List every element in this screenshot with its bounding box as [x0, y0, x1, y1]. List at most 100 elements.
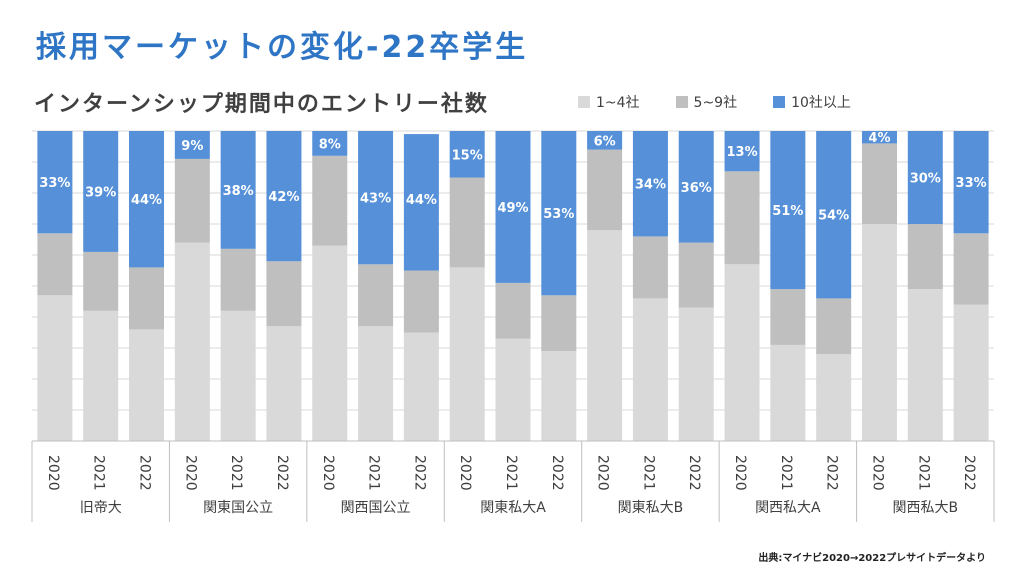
- bar-segment-2: [678, 242, 714, 308]
- x-tick-label: 2020: [869, 455, 885, 491]
- bar-segment-1: [861, 224, 897, 441]
- x-tick-label: 2022: [549, 455, 565, 491]
- bar-segment-3: [83, 131, 119, 252]
- bar-segment-3: [907, 131, 943, 224]
- legend-item-1-4: 1~4社: [578, 92, 640, 112]
- bar-segment-2: [358, 264, 394, 327]
- bar-segment-1: [83, 310, 119, 441]
- x-tick-label: 2021: [778, 455, 794, 491]
- data-label: 33%: [956, 176, 987, 191]
- x-tick-label: 2021: [640, 455, 656, 491]
- data-label: 33%: [39, 176, 70, 191]
- bar-segment-3: [358, 131, 394, 265]
- bar-segment-3: [632, 131, 668, 237]
- bar-segment-3: [174, 131, 210, 159]
- x-tick-label: 2021: [91, 455, 107, 491]
- bar-segment-2: [449, 177, 485, 268]
- legend-label-10-plus: 10社以上: [791, 95, 851, 111]
- bar-segment-3: [770, 131, 806, 290]
- x-tick-label: 2020: [45, 455, 61, 491]
- group-label: 旧帝大: [80, 500, 122, 516]
- bar-segment-1: [541, 351, 577, 441]
- x-tick-label: 2022: [137, 455, 153, 491]
- bar-segment-2: [907, 224, 943, 290]
- legend-item-10-plus: 10社以上: [773, 92, 851, 112]
- bar-segment-1: [953, 304, 989, 441]
- bar-segment-3: [495, 131, 531, 283]
- data-label: 8%: [319, 137, 341, 152]
- bar-segment-3: [266, 131, 302, 262]
- x-tick-label: 2020: [732, 455, 748, 491]
- legend-swatch-1-4: [578, 96, 590, 108]
- data-label: 43%: [360, 192, 391, 207]
- group-label: 関西私大B: [892, 500, 958, 516]
- legend-swatch-5-9: [675, 96, 688, 108]
- bar-segment-2: [541, 295, 577, 352]
- group-label: 関東私大A: [480, 500, 546, 516]
- bar-segment-2: [632, 236, 668, 299]
- chart-legend: 1~4社 5~9社 10社以上: [578, 92, 887, 112]
- group-label: 関西国公立: [341, 500, 411, 516]
- data-label: 4%: [868, 131, 890, 146]
- bar-segment-1: [816, 354, 852, 441]
- bar-segment-3: [816, 131, 852, 299]
- bar-segment-3: [449, 131, 485, 178]
- data-label: 38%: [223, 184, 254, 199]
- bar-segment-1: [678, 307, 714, 441]
- source-note: 出典:マイナビ2020→2022プレサイトデータより: [758, 553, 986, 564]
- data-label: 15%: [452, 148, 483, 163]
- bar-segment-2: [770, 289, 806, 345]
- x-tick-label: 2021: [503, 455, 519, 491]
- bar-segment-1: [37, 295, 73, 441]
- slide-title: 採用マーケットの変化-22卒学生: [36, 30, 529, 65]
- x-tick-label: 2020: [595, 455, 611, 491]
- bar-segment-1: [907, 289, 943, 441]
- bar-segment-1: [220, 310, 256, 441]
- bar-segment-2: [266, 261, 302, 327]
- bar-segment-2: [495, 282, 531, 339]
- x-tick-label: 2022: [274, 455, 290, 491]
- bar-segment-1: [770, 344, 806, 441]
- data-label: 36%: [681, 181, 712, 196]
- data-label: 39%: [85, 185, 116, 200]
- bar-segment-2: [861, 143, 897, 224]
- bar-segment-2: [37, 233, 73, 296]
- group-label: 関東私大B: [618, 500, 684, 516]
- data-label: 44%: [131, 193, 162, 208]
- legend-swatch-10-plus: [773, 96, 786, 108]
- bar-segment-1: [724, 264, 760, 441]
- bar-segment-2: [953, 233, 989, 305]
- bar-segment-3: [861, 131, 897, 144]
- bar-segment-2: [403, 270, 439, 333]
- x-tick-label: 2022: [686, 455, 702, 491]
- bar-segment-2: [816, 298, 852, 355]
- bar-segment-1: [403, 332, 439, 441]
- bar-segment-3: [953, 131, 989, 234]
- x-tick-label: 2022: [961, 455, 977, 491]
- x-tick-label: 2022: [824, 455, 840, 491]
- bar-segment-3: [724, 131, 760, 172]
- bar-segment-1: [358, 326, 394, 441]
- bar-segment-3: [312, 131, 348, 156]
- chart-title: インターンシップ期間中のエントリー社数: [34, 92, 489, 117]
- data-label: 53%: [543, 207, 574, 222]
- bar-segment-3: [37, 131, 73, 234]
- bar-segment-2: [312, 155, 348, 246]
- bar-segment-1: [312, 245, 348, 441]
- group-label: 関西私大A: [755, 500, 821, 516]
- data-label: 34%: [635, 178, 666, 193]
- bar-segment-1: [495, 338, 531, 441]
- bar-segment-3: [587, 131, 623, 150]
- x-tick-label: 2021: [366, 455, 382, 491]
- bar-segment-3: [541, 131, 577, 296]
- x-tick-label: 2021: [228, 455, 244, 491]
- legend-label-1-4: 1~4社: [596, 95, 640, 111]
- x-tick-label: 2020: [457, 455, 473, 491]
- bar-segment-2: [724, 171, 760, 265]
- x-tick-label: 2020: [182, 455, 198, 491]
- bar-segment-1: [129, 329, 165, 441]
- legend-label-5-9: 5~9社: [693, 95, 738, 111]
- bar-segment-2: [587, 149, 623, 231]
- bar-segment-2: [220, 248, 256, 311]
